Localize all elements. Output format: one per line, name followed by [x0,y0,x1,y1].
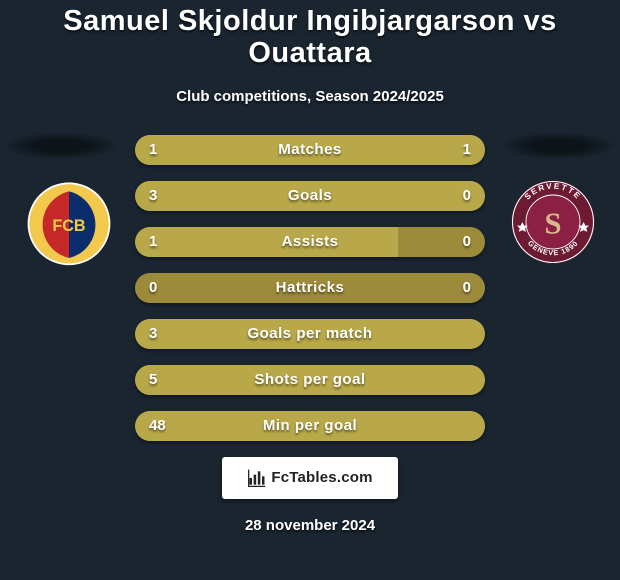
date-text: 28 november 2024 [0,517,620,534]
fc-basel-shield-icon: FCB [24,177,114,267]
stat-label: Shots per goal [135,365,485,395]
page-title: Samuel Skjoldur Ingibjargarson vs Ouatta… [0,6,620,70]
servette-circle-icon: S SERVETTE GENEVE 1890 [508,177,598,267]
brand-text: FcTables.com [271,469,372,486]
stat-label: Goals per match [135,319,485,349]
club-badge-right: S SERVETTE GENEVE 1890 [508,177,598,267]
stat-row: 10Assists [135,227,485,257]
stat-row: 3Goals per match [135,319,485,349]
stats-list: 11Matches 30Goals 10Assists 00Hattricks 3Goa… [135,133,485,441]
content-area: FCB S SERVETTE GENEVE 1890 [0,133,620,534]
stat-label: Goals [135,181,485,211]
badge-inner-letter: S [544,206,561,240]
stat-row: 11Matches [135,135,485,165]
club-badge-left: FCB [24,177,114,267]
comparison-card: Samuel Skjoldur Ingibjargarson vs Ouatta… [0,0,620,580]
stat-row: 5Shots per goal [135,365,485,395]
stat-label: Matches [135,135,485,165]
bar-chart-icon [247,468,267,488]
stat-row: 00Hattricks [135,273,485,303]
badge-letters: FCB [52,217,85,235]
stat-row: 48Min per goal [135,411,485,441]
subtitle: Club competitions, Season 2024/2025 [0,88,620,105]
player-shadow-left [6,133,116,159]
stat-label: Min per goal [135,411,485,441]
brand-box[interactable]: FcTables.com [222,457,398,499]
stat-row: 30Goals [135,181,485,211]
stat-label: Assists [135,227,485,257]
stat-label: Hattricks [135,273,485,303]
player-shadow-right [504,133,614,159]
